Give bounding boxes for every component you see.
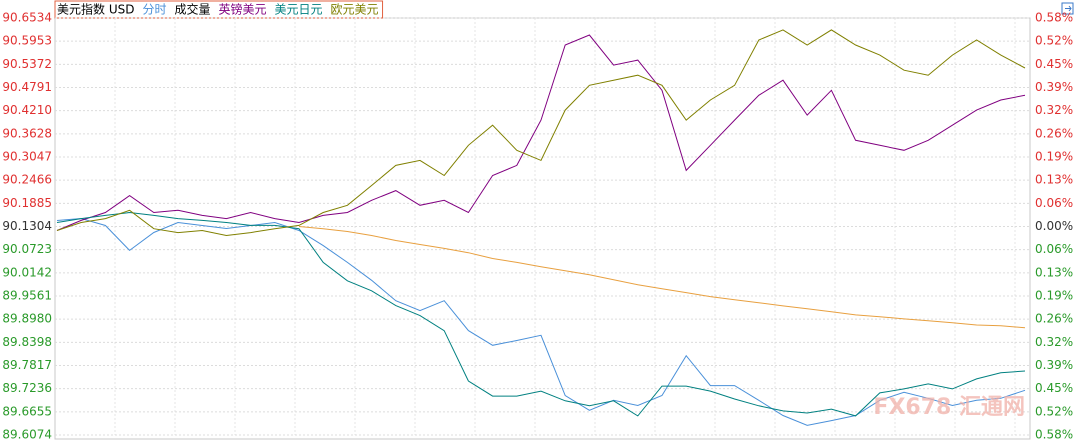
legend-item[interactable]: 美元日元 [275, 3, 323, 17]
legend-item[interactable]: 分时 [142, 3, 166, 17]
y2-tick-label: 0.52% [1035, 404, 1073, 418]
y2-tick-label: 0.58% [1035, 428, 1073, 440]
y2-tick-label: 0.06% [1035, 196, 1073, 210]
watermark: FX678 汇通网 [873, 395, 1025, 420]
y-tick-label: 89.7236 [2, 381, 52, 395]
y-tick-label: 90.0142 [2, 265, 52, 279]
y-tick-label: 89.9561 [2, 288, 52, 302]
legend-title: 美元指数 USD [57, 2, 134, 17]
y-tick-label: 90.6534 [2, 11, 52, 25]
series-line [56, 34, 1026, 231]
y2-tick-label: 0.19% [1035, 150, 1073, 164]
series-line [56, 29, 1026, 237]
y2-tick-label: 0.00% [1035, 219, 1073, 233]
y2-tick-label: 0.39% [1035, 358, 1073, 372]
y-tick-label: 89.7817 [2, 358, 52, 372]
y-tick-label: 89.6655 [2, 404, 52, 418]
y2-tick-label: 0.45% [1035, 57, 1073, 71]
y-tick-label: 90.0723 [2, 242, 52, 256]
y-tick-label: 89.8398 [2, 335, 52, 349]
legend-box [54, 0, 384, 19]
y2-tick-label: 0.13% [1035, 173, 1073, 187]
legend-item[interactable]: 成交量 [174, 2, 210, 17]
y2-tick-label: 0.45% [1035, 381, 1073, 395]
plot-frame [54, 17, 1031, 440]
y2-tick-label: 0.39% [1035, 80, 1073, 94]
y-tick-label: 89.6074 [2, 428, 52, 440]
y-tick-label: 90.1885 [2, 196, 52, 210]
y2-tick-label: 0.26% [1035, 126, 1073, 140]
series-line [56, 211, 1026, 417]
expand-arrow [1065, 5, 1072, 12]
y2-tick-label: 0.52% [1035, 34, 1073, 48]
y-tick-label: 90.2466 [2, 173, 52, 187]
y-tick-label: 89.8980 [2, 312, 52, 326]
y-tick-label: 90.5372 [2, 57, 52, 71]
y-tick-label: 90.5953 [2, 34, 52, 48]
y2-tick-label: 0.26% [1035, 312, 1073, 326]
series-line [56, 217, 1026, 426]
y2-tick-label: 0.32% [1035, 103, 1073, 117]
legend-item[interactable]: 欧元美元 [331, 3, 379, 17]
y2-tick-label: 0.58% [1035, 11, 1073, 25]
y-tick-label: 90.3628 [2, 126, 52, 140]
y-tick-label: 90.4210 [2, 103, 52, 117]
y-tick-label: 90.4791 [2, 80, 52, 94]
series-line [298, 226, 1026, 329]
legend-item[interactable]: 英镑美元 [219, 2, 267, 17]
y-tick-label: 90.3047 [2, 150, 52, 164]
y2-tick-label: 0.06% [1035, 242, 1073, 256]
y2-tick-label: 0.19% [1035, 289, 1073, 303]
y2-tick-label: 0.13% [1035, 265, 1073, 279]
y-tick-label: 90.1304 [2, 219, 52, 233]
y2-tick-label: 0.32% [1035, 335, 1073, 349]
expand-icon[interactable] [1061, 2, 1074, 15]
